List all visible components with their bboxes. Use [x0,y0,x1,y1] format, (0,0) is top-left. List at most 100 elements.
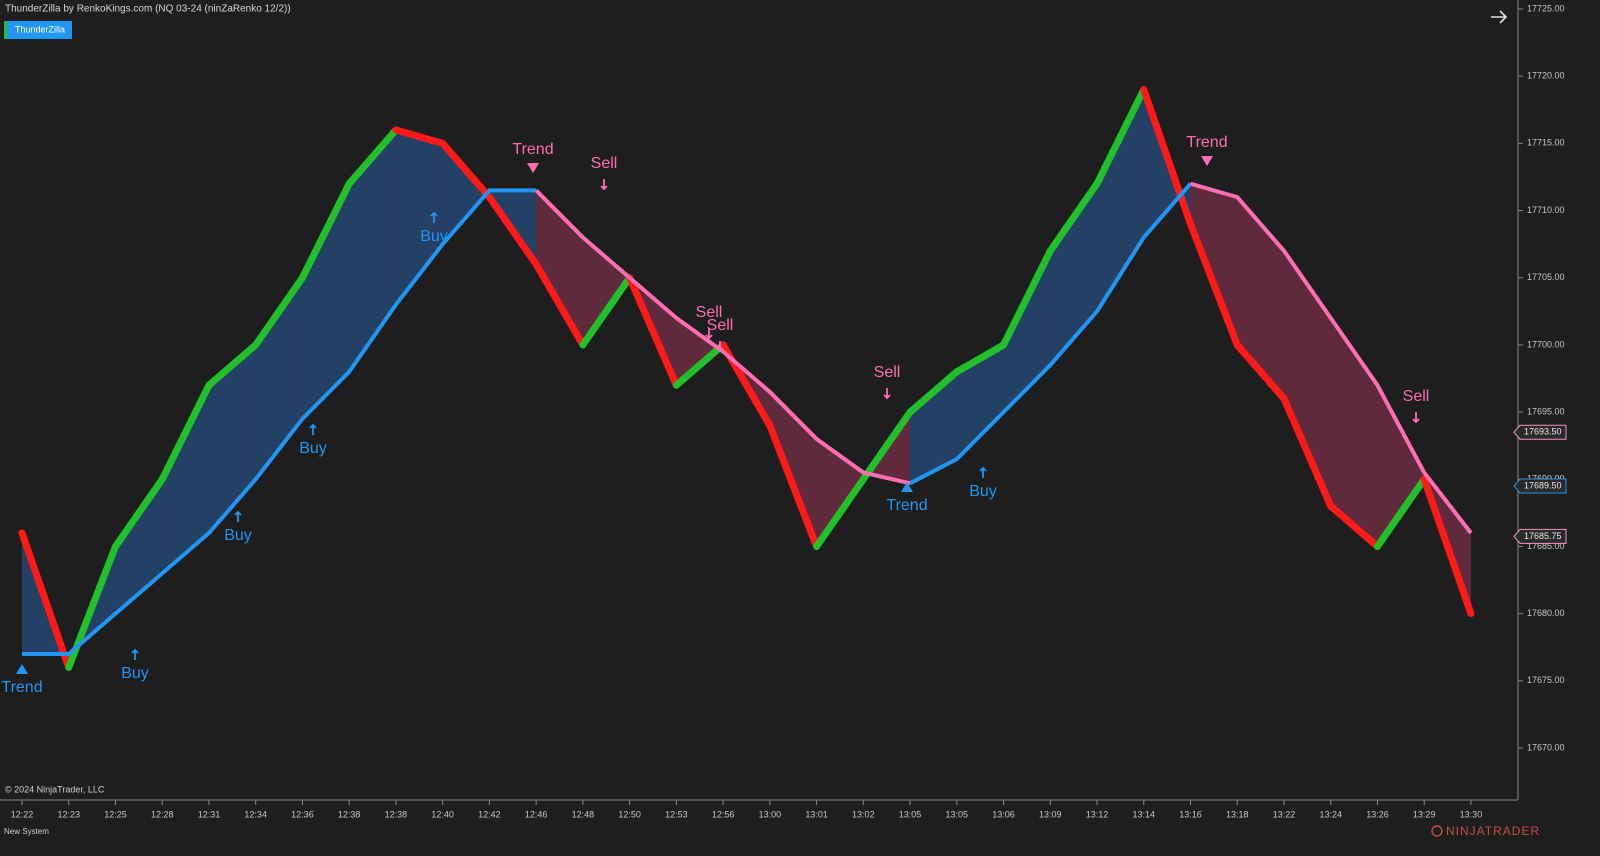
x-tick-label: 13:26 [1366,809,1389,819]
x-tick-label: 12:23 [57,809,80,819]
y-tick-label: 17715.00 [1527,138,1565,148]
x-tick-label: 13:02 [852,809,875,819]
signal-label: Trend [512,141,553,158]
signal-label: Sell [591,155,618,172]
price-segment [1420,475,1475,618]
trend-cloud [1190,183,1238,345]
x-tick-label: 13:06 [992,809,1015,819]
y-tick-label: 17680.00 [1527,608,1565,618]
chart-title: ThunderZilla by RenkoKings.com (NQ 03-24… [5,4,291,15]
price-segment [1140,86,1194,228]
trend-cloud [162,385,209,574]
price-segment [626,274,680,389]
x-tick-label: 13:05 [899,809,922,819]
price-segment [1093,86,1148,188]
indicator-button[interactable] [4,21,72,39]
x-tick-label: 12:38 [385,809,408,819]
price-segment [906,368,961,416]
price-marker-label: 17693.50 [1524,427,1562,437]
x-tick-label: 13:00 [759,809,782,819]
tab-label[interactable]: New System [4,827,49,836]
x-tick-label: 12:22 [11,809,34,819]
x-tick-label: 12:25 [104,809,127,819]
signal-arrow [309,423,317,435]
price-marker-label: 17685.75 [1524,531,1562,541]
trend-line [534,181,1473,535]
copyright: © 2024 NinjaTrader, LLC [5,784,105,794]
trend-cloud [956,344,1004,460]
trend-cloud [1283,250,1331,507]
price-segment [252,274,306,349]
price-segment [439,139,493,201]
x-tick-label: 12:31 [198,809,221,819]
x-tick-label: 13:14 [1132,809,1155,819]
trend-cloud [1330,318,1378,547]
y-tick-label: 17705.00 [1527,272,1565,282]
x-tick-label: 12:50 [618,809,641,819]
signal-label: Sell [707,317,734,334]
price-marker [1513,424,1567,440]
trend-cloud [115,479,163,614]
signal-triangle [901,482,913,492]
price-segment [1327,502,1381,550]
plot-area: TrendBuyBuyBuyBuyTrendSellSellSellSellTr… [1,86,1475,696]
price-segment [953,341,1008,376]
signal-arrow [131,648,139,660]
price-segment [532,260,587,349]
price-segment [485,193,540,268]
price-marker [1513,478,1567,494]
signal-label: Trend [1,679,42,696]
indicator-marker [4,21,7,39]
y-tick-label: 17700.00 [1527,339,1565,349]
signal-label: Buy [420,228,448,245]
y-tick-label: 17675.00 [1527,675,1565,685]
signal-label: Sell [696,304,723,321]
price-segment [1000,247,1054,349]
x-tick-label: 13:22 [1273,809,1296,819]
signal-triangle [16,664,28,674]
signal-label: Buy [969,483,997,500]
signal-arrow [883,388,891,400]
trend-cloud [1003,250,1051,413]
price-segment [1187,220,1241,349]
signal-arrow [430,211,438,223]
trend-cloud [395,129,443,305]
price-segment [859,408,914,483]
x-tick-label: 12:53 [665,809,688,819]
nav-arrow[interactable] [1491,10,1508,24]
trend-cloud [676,318,724,386]
trend-cloud [208,344,256,534]
x-tick-label: 13:12 [1086,809,1109,819]
trend-cloud [582,237,630,345]
price-segment [1046,180,1101,255]
trend-cloud [1050,183,1098,366]
signal-label: Buy [121,665,149,682]
signal-label: Buy [224,527,252,544]
price-segment [158,381,213,483]
signal-arrow [600,179,608,191]
x-tick-label: 13:16 [1179,809,1202,819]
price-segment [766,422,821,550]
y-tick-label: 17670.00 [1527,742,1565,752]
signal-arrow [979,466,987,478]
x-tick-label: 13:30 [1460,809,1483,819]
x-tick-label: 13:29 [1413,809,1436,819]
trend-cloud [1237,197,1284,399]
price-marker [1513,528,1567,544]
signal-triangle [1201,156,1213,166]
price-segment [345,126,400,188]
logo-icon [1431,825,1443,837]
x-tick-label: 12:40 [431,809,454,819]
x-tick-label: 12:46 [525,809,548,819]
x-tick-label: 13:01 [805,809,828,819]
signal-label: Trend [886,497,927,514]
signal-arrow [234,510,242,522]
indicator-button-label[interactable]: ThunderZilla [15,24,65,34]
price-segment [579,274,634,349]
signal-arrow [705,328,713,340]
price-segment [1280,395,1335,510]
signal-label: Buy [299,440,327,457]
x-tick-label: 12:28 [151,809,174,819]
y-tick-label: 17720.00 [1527,71,1565,81]
